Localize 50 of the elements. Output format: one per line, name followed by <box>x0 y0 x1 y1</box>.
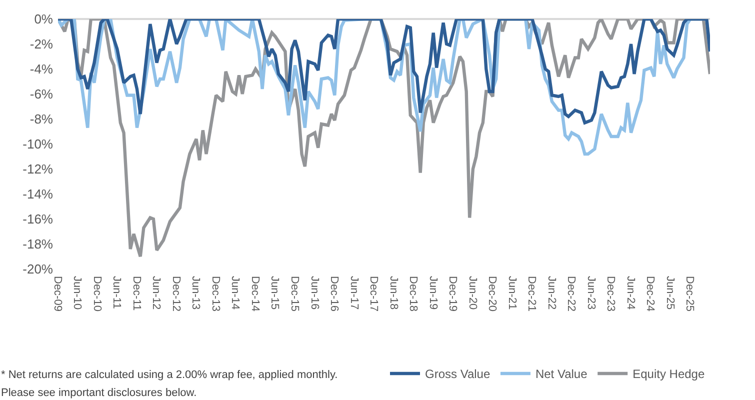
x-tick-label: Jun-10 <box>71 276 84 310</box>
y-tick-label: -16% <box>22 212 54 227</box>
x-tick-label: Jun-12 <box>150 276 162 310</box>
x-tick-label: Jun-25 <box>664 276 676 310</box>
text: * Net returns are calculated using a 2.00% wrap fee, applied monthly. <box>1 369 338 381</box>
x-tick-label: Dec-14 <box>248 276 261 312</box>
x-tick-label: Jun-19 <box>426 276 439 310</box>
x-tick-label: Jun-24 <box>624 276 636 310</box>
y-tick-label: -14% <box>22 186 54 202</box>
x-tick-label: Dec-21 <box>526 276 538 312</box>
x-tick-label: Dec-09 <box>51 276 64 312</box>
x-tick-label: Dec-24 <box>644 276 656 312</box>
y-tick-label: -18% <box>22 236 54 252</box>
x-tick-label: Dec-18 <box>407 276 420 312</box>
y-tick-label: -4% <box>30 62 54 77</box>
x-tick-label: Jun-21 <box>506 276 518 310</box>
legend-label: Gross Value <box>425 367 490 382</box>
x-tick-label: Dec-10 <box>90 276 103 312</box>
text: Please see important disclosures below. <box>1 387 197 399</box>
x-tick-label: Jun-22 <box>545 276 558 310</box>
x-tick-label: Jun-13 <box>190 276 202 310</box>
y-tick-label: -8% <box>30 112 54 127</box>
x-tick-label: Dec-13 <box>210 276 222 312</box>
x-tick-label: Dec-16 <box>328 276 340 312</box>
y-tick-label: -20% <box>22 262 54 277</box>
x-tick-label: Jun-16 <box>308 276 320 310</box>
x-tick-label: Jun-20 <box>466 276 478 310</box>
x-tick-label: Jun-14 <box>229 276 242 310</box>
x-tick-label: Dec-12 <box>170 276 182 312</box>
y-tick-label: -12% <box>22 162 54 177</box>
x-tick-label: Dec-17 <box>368 276 380 312</box>
x-tick-label: Dec-11 <box>130 276 142 311</box>
x-tick-label: Dec-19 <box>446 276 459 312</box>
line-series <box>58 19 710 124</box>
x-tick-label: Dec-23 <box>604 276 617 312</box>
x-tick-label: Dec-20 <box>486 276 498 312</box>
x-tick-label: Jun-18 <box>387 276 400 310</box>
x-tick-label: Dec-15 <box>288 276 300 312</box>
x-tick-label: Jun-11 <box>110 276 123 309</box>
y-tick-label: -6% <box>30 86 54 102</box>
x-tick-label: Dec-22 <box>565 276 578 312</box>
y-tick-label: 0% <box>34 12 54 27</box>
y-tick-label: -2% <box>30 36 54 52</box>
y-tick-label: -10% <box>22 136 54 152</box>
legend-label: Net Value <box>535 367 588 382</box>
legend-label: Equity Hedge <box>632 367 705 382</box>
x-tick-label: Jun-17 <box>348 276 360 310</box>
x-tick-label: Dec-25 <box>684 276 696 312</box>
x-tick-label: Jun-23 <box>584 276 597 310</box>
x-tick-label: Jun-15 <box>268 276 281 310</box>
